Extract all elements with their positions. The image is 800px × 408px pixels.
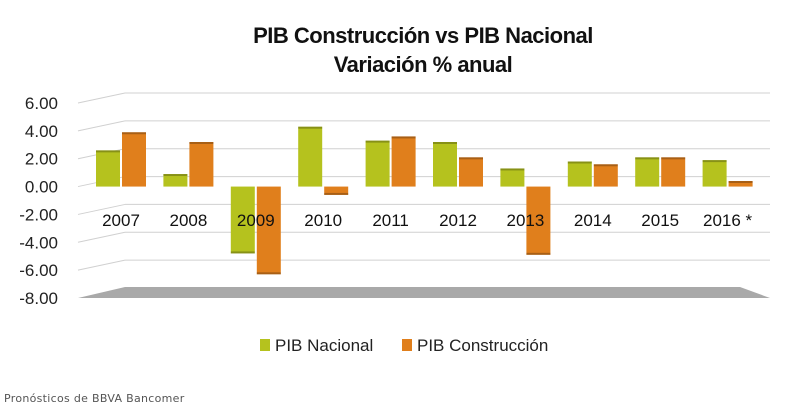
bar-edge bbox=[324, 192, 349, 195]
bar bbox=[459, 157, 483, 187]
bar-edge bbox=[256, 272, 281, 275]
y-tick-label: 0.00 bbox=[25, 178, 58, 197]
y-tick-label: 2.00 bbox=[25, 150, 58, 169]
bar bbox=[96, 150, 120, 187]
bar bbox=[500, 168, 525, 187]
x-tick-label: 2009 bbox=[237, 211, 275, 230]
x-axis-ticks: 2007 2008 2009 2010 2011 2012 2013 2014 2015 2016… bbox=[102, 211, 752, 230]
y-tick-label: 4.00 bbox=[25, 122, 58, 141]
gridline-perspective bbox=[77, 231, 126, 243]
legend: PIB Nacional PIB Construcción bbox=[260, 336, 548, 355]
bar-edge bbox=[365, 140, 390, 143]
bar-edge bbox=[189, 142, 214, 144]
gridline-perspective bbox=[77, 120, 126, 132]
x-tick-label: 2014 bbox=[574, 211, 612, 230]
legend-swatch bbox=[260, 339, 270, 351]
bar-edge bbox=[163, 174, 188, 177]
bar bbox=[433, 142, 457, 187]
bar-chart: PIB Construcción vs PIB Nacional Variaci… bbox=[19, 23, 770, 355]
y-tick-label: -2.00 bbox=[19, 205, 58, 224]
bar-edge bbox=[433, 142, 457, 144]
bar bbox=[298, 126, 323, 187]
bar-edge bbox=[728, 181, 753, 183]
bar-edge bbox=[661, 157, 686, 160]
bar bbox=[728, 181, 753, 187]
legend-label: PIB Nacional bbox=[275, 336, 373, 355]
y-tick-label: 6.00 bbox=[25, 94, 58, 113]
bar bbox=[526, 186, 551, 255]
x-tick-label: 2012 bbox=[439, 211, 477, 230]
bar-edge bbox=[526, 252, 551, 255]
bar-edge bbox=[298, 126, 323, 129]
source-note: Pronósticos de BBVA Bancomer bbox=[4, 392, 185, 405]
gridline-perspective bbox=[77, 203, 126, 215]
bar bbox=[163, 174, 188, 187]
x-tick-label: 2013 bbox=[506, 211, 544, 230]
bar-edge bbox=[702, 160, 727, 163]
bar bbox=[122, 132, 146, 187]
x-tick-label: 2016 * bbox=[703, 211, 753, 230]
legend-label: PIB Construcción bbox=[417, 336, 548, 355]
bar-edge bbox=[567, 161, 592, 164]
y-tick-label: -4.00 bbox=[19, 233, 58, 252]
bar-edge bbox=[122, 132, 146, 135]
bar bbox=[365, 140, 390, 187]
x-tick-label: 2015 bbox=[641, 211, 679, 230]
gridline-perspective bbox=[77, 259, 126, 271]
bars bbox=[96, 126, 753, 275]
bar bbox=[189, 142, 214, 187]
x-tick-label: 2007 bbox=[102, 211, 140, 230]
gridline-perspective bbox=[77, 92, 126, 104]
x-tick-label: 2008 bbox=[169, 211, 207, 230]
bar-edge bbox=[635, 157, 660, 160]
x-tick-label: 2010 bbox=[304, 211, 342, 230]
bar bbox=[661, 157, 686, 187]
bar bbox=[324, 186, 349, 195]
y-tick-label: -8.00 bbox=[19, 289, 58, 308]
bar-edge bbox=[593, 164, 618, 167]
x-tick-label: 2011 bbox=[372, 211, 409, 230]
bar bbox=[256, 186, 281, 275]
bar bbox=[391, 136, 416, 187]
bar bbox=[593, 164, 618, 187]
legend-swatch bbox=[402, 339, 412, 351]
chart-floor bbox=[78, 287, 770, 298]
bar bbox=[567, 161, 592, 187]
y-tick-label: -6.00 bbox=[19, 261, 58, 280]
bar-edge bbox=[500, 168, 525, 171]
bar bbox=[635, 157, 660, 187]
bar bbox=[230, 186, 255, 254]
y-axis-ticks: 6.00 4.00 2.00 0.00 -2.00 -4.00 -6.00 -8.00 bbox=[19, 94, 58, 308]
bar-edge bbox=[230, 251, 255, 254]
bar-edge bbox=[459, 157, 483, 160]
bar-edge bbox=[391, 136, 416, 139]
chart-title: PIB Construcción vs PIB Nacional bbox=[253, 23, 593, 48]
chart-subtitle: Variación % anual bbox=[334, 52, 513, 77]
bar-edge bbox=[96, 150, 120, 153]
bar bbox=[702, 160, 727, 187]
